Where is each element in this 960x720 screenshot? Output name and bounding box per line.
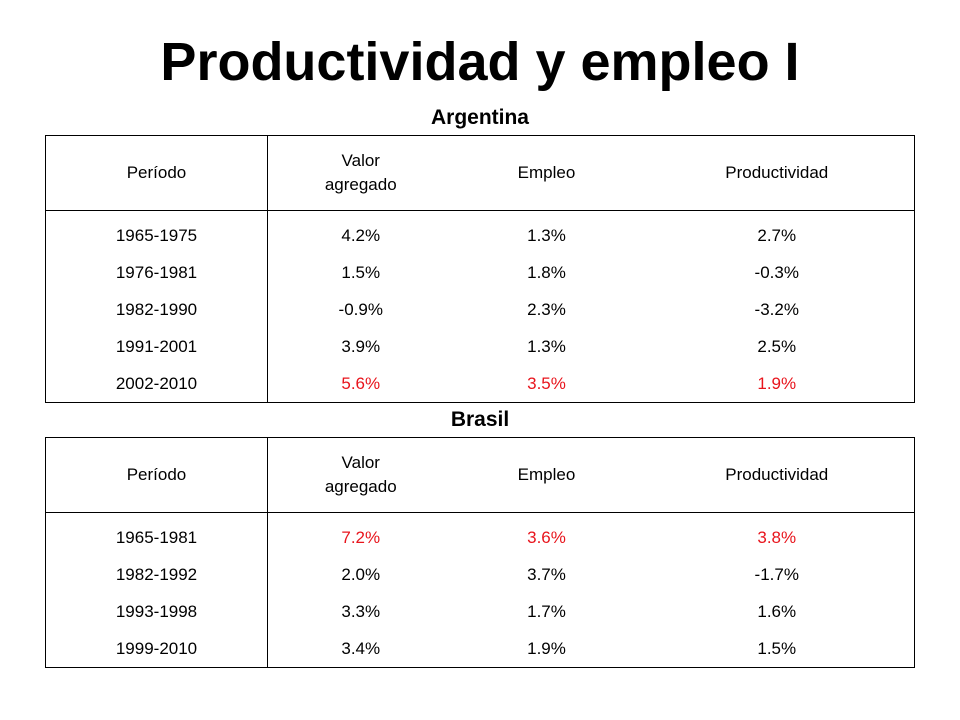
- cell-productividad: -0.3%: [754, 262, 799, 282]
- cell-periodo: 1965-1975: [45, 210, 268, 254]
- cell-valor-agregado: 1.5%: [341, 262, 381, 282]
- header-periodo: Período: [45, 437, 268, 513]
- argentina-section-title: Argentina: [430, 106, 529, 129]
- brasil-table: Período Valor agregado Empleo Productivi…: [45, 437, 915, 668]
- argentina-table: Período Valor agregado Empleo Productivi…: [45, 135, 915, 403]
- header-valor-agregado-label: Valor agregado: [324, 453, 397, 496]
- table-header-row: Período Valor agregado Empleo Productivi…: [45, 437, 915, 513]
- header-empleo: Empleo: [453, 135, 640, 211]
- cell-valor-agregado: 7.2%: [341, 527, 381, 547]
- cell-periodo: 1982-1990: [45, 291, 268, 328]
- cell-valor-agregado: 3.3%: [341, 601, 381, 621]
- cell-periodo: 1965-1981: [45, 512, 268, 556]
- cell-productividad: 2.5%: [757, 336, 797, 356]
- cell-empleo: 3.7%: [527, 564, 566, 584]
- cell-productividad: 2.7%: [757, 225, 797, 245]
- argentina-table-body: 1965-1975 4.2% 1.3% 2.7% 1976-1981 1.5% 1.8% -0…: [45, 210, 915, 403]
- cell-periodo: 1999-2010: [45, 630, 268, 668]
- brasil-section-title: Brasil: [450, 408, 510, 431]
- cell-productividad: -3.2%: [754, 299, 799, 319]
- header-valor-agregado-label: Valor agregado: [324, 151, 397, 194]
- cell-productividad: 3.8%: [757, 527, 797, 547]
- table-row: 1976-1981 1.5% 1.8% -0.3%: [45, 254, 915, 291]
- cell-valor-agregado: 3.9%: [341, 336, 381, 356]
- cell-periodo: 2002-2010: [45, 365, 268, 403]
- header-valor-agregado: Valor agregado: [267, 437, 454, 513]
- table-row: 1991-2001 3.9% 1.3% 2.5%: [45, 328, 915, 365]
- cell-periodo: 1982-1992: [45, 556, 268, 593]
- cell-empleo: 1.9%: [527, 638, 566, 658]
- cell-valor-agregado: 2.0%: [341, 564, 381, 584]
- cell-empleo: 1.7%: [527, 601, 566, 621]
- table-row: 1993-1998 3.3% 1.7% 1.6%: [45, 593, 915, 630]
- cell-periodo: 1991-2001: [45, 328, 268, 365]
- cell-productividad: -1.7%: [754, 564, 799, 584]
- table-row: 1965-1981 7.2% 3.6% 3.8%: [45, 512, 915, 556]
- cell-empleo: 1.3%: [527, 336, 566, 356]
- header-productividad: Productividad: [639, 135, 915, 211]
- table-row: 2002-2010 5.6% 3.5% 1.9%: [45, 365, 915, 403]
- header-valor-agregado: Valor agregado: [267, 135, 454, 211]
- cell-empleo: 1.8%: [527, 262, 566, 282]
- table-row: 1999-2010 3.4% 1.9% 1.5%: [45, 630, 915, 668]
- slide-title: Productividad y empleo I: [160, 32, 800, 92]
- cell-periodo: 1993-1998: [45, 593, 268, 630]
- cell-valor-agregado: 5.6%: [341, 373, 381, 393]
- header-empleo: Empleo: [453, 437, 640, 513]
- cell-empleo: 3.5%: [527, 373, 566, 393]
- cell-valor-agregado: 4.2%: [341, 225, 381, 245]
- cell-productividad: 1.6%: [757, 601, 797, 621]
- cell-empleo: 2.3%: [527, 299, 566, 319]
- cell-productividad: 1.5%: [757, 638, 797, 658]
- cell-valor-agregado: -0.9%: [338, 299, 383, 319]
- table-row: 1982-1990 -0.9% 2.3% -3.2%: [45, 291, 915, 328]
- header-periodo: Período: [45, 135, 268, 211]
- cell-empleo: 3.6%: [527, 527, 566, 547]
- cell-productividad: 1.9%: [757, 373, 797, 393]
- header-productividad: Productividad: [639, 437, 915, 513]
- brasil-table-body: 1965-1981 7.2% 3.6% 3.8% 1982-1992 2.0% 3.7% -1…: [45, 512, 915, 668]
- cell-valor-agregado: 3.4%: [341, 638, 381, 658]
- cell-periodo: 1976-1981: [45, 254, 268, 291]
- table-header-row: Período Valor agregado Empleo Productivi…: [45, 135, 915, 211]
- table-row: 1982-1992 2.0% 3.7% -1.7%: [45, 556, 915, 593]
- table-row: 1965-1975 4.2% 1.3% 2.7%: [45, 210, 915, 254]
- cell-empleo: 1.3%: [527, 225, 566, 245]
